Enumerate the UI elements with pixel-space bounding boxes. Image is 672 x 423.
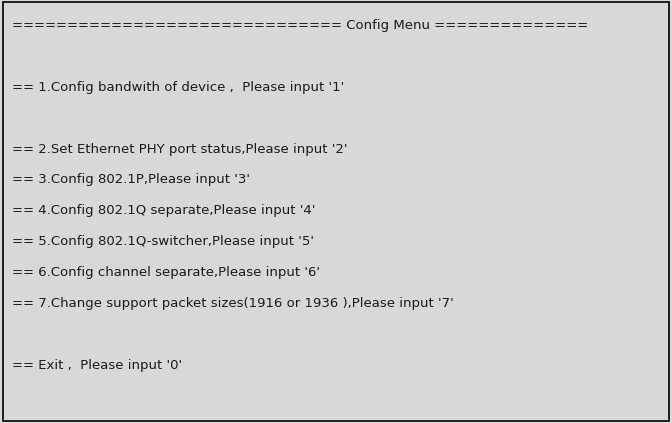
Text: == 7.Change support packet sizes(1916 or 1936 ),Please input '7': == 7.Change support packet sizes(1916 or… xyxy=(12,297,454,310)
Text: == 2.Set Ethernet PHY port status,Please input '2': == 2.Set Ethernet PHY port status,Please… xyxy=(12,143,347,156)
Text: ============================== Config Menu ==============: ============================== Config Me… xyxy=(12,19,589,32)
Text: == 1.Config bandwith of device ,  Please input '1': == 1.Config bandwith of device , Please … xyxy=(12,81,344,94)
Text: == 3.Config 802.1P,Please input '3': == 3.Config 802.1P,Please input '3' xyxy=(12,173,250,187)
FancyBboxPatch shape xyxy=(3,2,669,421)
Text: == 6.Config channel separate,Please input '6': == 6.Config channel separate,Please inpu… xyxy=(12,266,320,279)
Text: == 5.Config 802.1Q-switcher,Please input '5': == 5.Config 802.1Q-switcher,Please input… xyxy=(12,235,314,248)
Text: == 4.Config 802.1Q separate,Please input '4': == 4.Config 802.1Q separate,Please input… xyxy=(12,204,315,217)
Text: == Exit ,  Please input '0': == Exit , Please input '0' xyxy=(12,359,182,372)
Text: ================================================: ========================================… xyxy=(12,420,540,423)
